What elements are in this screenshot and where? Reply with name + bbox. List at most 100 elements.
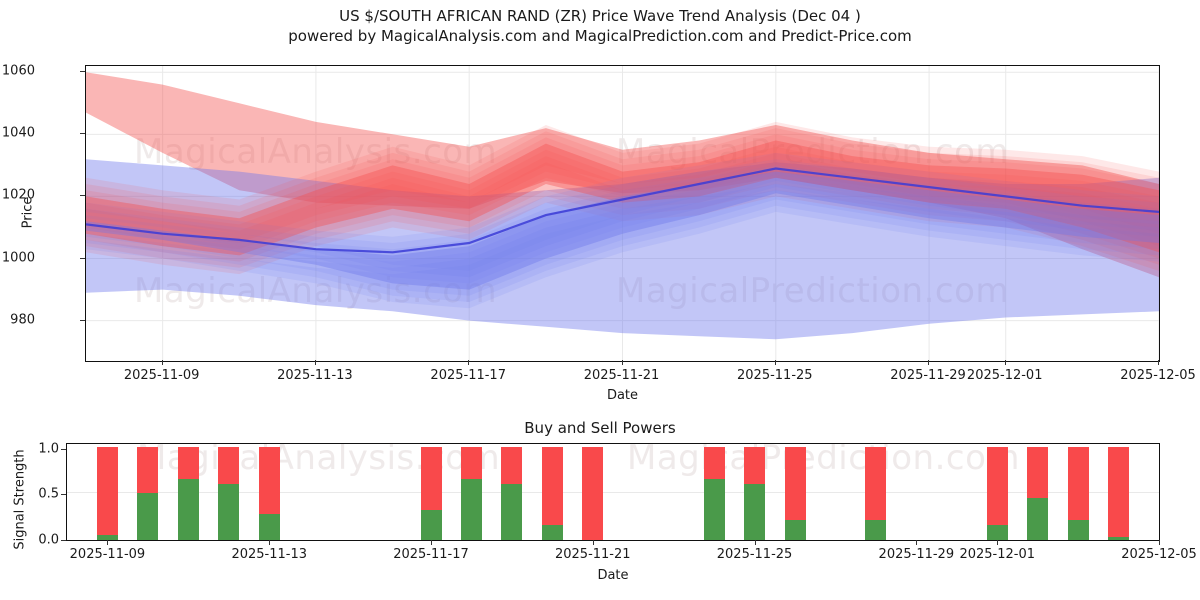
powers-xtick-label: 2025-11-21 — [554, 547, 631, 562]
price-ytick-label: 1000 — [1, 250, 35, 266]
powers-xtick-mark — [916, 540, 918, 545]
powers-xtick-label: 2025-11-25 — [716, 547, 793, 562]
buy-power-segment — [218, 484, 240, 540]
power-bar[interactable] — [460, 446, 482, 540]
price-chart-xlabel: Date — [606, 388, 639, 403]
power-bar[interactable] — [1027, 446, 1049, 540]
sell-power-segment — [582, 446, 604, 540]
buy-power-segment — [420, 510, 442, 540]
price-xtick-mark — [774, 360, 776, 365]
sell-power-segment — [218, 446, 240, 485]
powers-ytick-mark — [61, 494, 66, 496]
powers-xtick-label: 2025-11-09 — [69, 547, 146, 562]
page-title: US $/SOUTH AFRICAN RAND (ZR) Price Wave … — [339, 7, 861, 25]
powers-ytick-mark — [61, 540, 66, 541]
sell-power-segment — [865, 446, 887, 520]
power-bar[interactable] — [865, 446, 887, 540]
powers-xtick-label: 2025-11-29 — [878, 547, 955, 562]
price-xtick-label: 2025-11-09 — [123, 368, 200, 383]
sell-power-segment — [1067, 446, 1089, 520]
price-xtick-label: 2025-11-13 — [277, 368, 353, 383]
price-ytick-mark — [80, 319, 85, 321]
price-ytick-label: 1020 — [1, 187, 35, 203]
powers-xtick-mark — [107, 540, 109, 545]
price-xtick-mark — [468, 360, 470, 365]
buy-power-segment — [986, 525, 1008, 540]
powers-xtick-mark — [754, 540, 756, 545]
buy-power-segment — [865, 519, 887, 540]
sell-power-segment — [1027, 446, 1049, 499]
price-ytick-mark — [80, 71, 85, 73]
powers-ytick-mark — [61, 448, 66, 450]
power-bar[interactable] — [177, 446, 199, 540]
buy-power-segment — [541, 525, 563, 540]
powers-xtick-mark — [997, 540, 999, 545]
buy-power-segment — [501, 484, 523, 540]
power-bar[interactable] — [96, 446, 118, 540]
price-ytick-label: 980 — [10, 312, 35, 328]
buy-power-segment — [96, 535, 118, 540]
powers-xtick-mark — [592, 540, 594, 545]
buy-power-segment — [258, 513, 280, 540]
power-bar[interactable] — [218, 446, 240, 540]
powers-chart-plot-area: MagicalAnalysis.com MagicalPrediction.co… — [66, 443, 1160, 541]
power-bar[interactable] — [420, 446, 442, 540]
power-bar[interactable] — [582, 446, 604, 540]
sell-power-segment — [96, 446, 118, 536]
sell-power-segment — [137, 446, 159, 494]
sell-power-segment — [501, 446, 523, 485]
powers-xtick-mark — [269, 540, 271, 545]
buy-power-segment — [460, 478, 482, 540]
power-bar[interactable] — [1067, 446, 1089, 540]
power-bar[interactable] — [1108, 446, 1130, 540]
price-xtick-mark — [161, 360, 163, 365]
sell-power-segment — [258, 446, 280, 514]
power-bar[interactable] — [744, 446, 766, 540]
powers-chart-xlabel: Date — [597, 568, 629, 583]
powers-ytick-label: 0.0 — [38, 532, 59, 548]
buy-power-segment — [1108, 537, 1130, 540]
power-bar[interactable] — [137, 446, 159, 540]
price-ytick-mark — [80, 257, 85, 259]
powers-xtick-label: 2025-11-17 — [393, 547, 469, 562]
price-ytick-mark — [80, 195, 85, 197]
price-xtick-mark — [621, 360, 623, 365]
sell-power-segment — [541, 446, 563, 526]
powers-ytick-label: 0.5 — [38, 486, 59, 502]
power-bar[interactable] — [501, 446, 523, 540]
powers-chart-ylabel: Signal Strength — [12, 449, 28, 550]
powers-xtick-mark — [431, 540, 432, 545]
sell-power-segment — [744, 446, 766, 485]
powers-chart-title: Buy and Sell Powers — [524, 419, 676, 437]
price-xtick-label: 2025-12-01 — [966, 368, 1043, 383]
power-bar[interactable] — [986, 446, 1008, 540]
powers-gridline-half — [67, 492, 1159, 494]
price-xtick-mark — [1158, 360, 1159, 365]
buy-power-segment — [137, 493, 159, 540]
buy-power-segment — [744, 484, 766, 540]
powers-ytick-label: 1.0 — [38, 441, 59, 457]
price-wave-svg — [86, 66, 1159, 361]
price-xtick-label: 2025-11-21 — [583, 368, 660, 383]
powers-xtick-mark — [1159, 540, 1160, 545]
watermark-6: MagicalPrediction.com — [627, 443, 1020, 478]
price-xtick-label: 2025-11-25 — [737, 368, 813, 383]
price-xtick-label: 2025-11-29 — [890, 368, 966, 383]
power-bar[interactable] — [541, 446, 563, 540]
sell-power-segment — [420, 446, 442, 511]
price-chart-ylabel: Price — [20, 196, 36, 229]
chart-title-block: US $/SOUTH AFRICAN RAND (ZR) Price Wave … — [0, 6, 1200, 46]
buy-power-segment — [1067, 519, 1089, 540]
power-bar[interactable] — [258, 446, 280, 540]
powers-xtick-label: 2025-12-01 — [959, 547, 1035, 562]
sell-power-segment — [1108, 446, 1130, 538]
price-ytick-label: 1040 — [1, 125, 35, 141]
sell-power-segment — [784, 446, 806, 520]
sell-power-segment — [703, 446, 725, 479]
power-bar[interactable] — [784, 446, 806, 540]
buy-power-segment — [177, 478, 199, 540]
price-xtick-label: 2025-11-17 — [430, 368, 506, 383]
powers-xtick-label: 2025-11-13 — [231, 547, 307, 562]
price-ytick-label: 1060 — [1, 63, 35, 79]
power-bar[interactable] — [703, 446, 725, 540]
